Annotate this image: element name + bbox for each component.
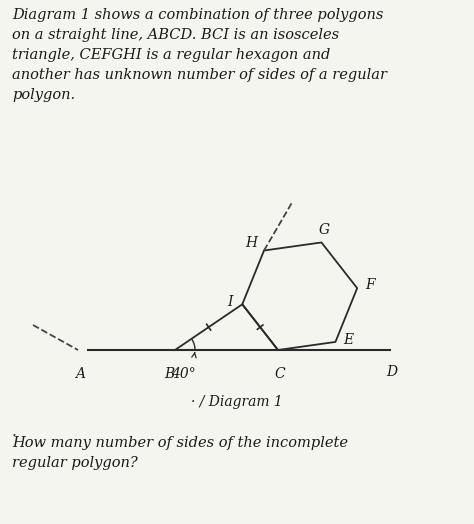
Text: Diagram 1 shows a combination of three polygons
on a straight line, ABCD. BCI is: Diagram 1 shows a combination of three p… — [12, 8, 387, 102]
Text: 40°: 40° — [171, 367, 195, 381]
Text: C: C — [275, 367, 285, 381]
Text: G: G — [319, 223, 330, 237]
Text: ·: · — [12, 429, 17, 443]
Text: How many number of sides of the incomplete
regular polygon?: How many number of sides of the incomple… — [12, 436, 348, 470]
Text: F: F — [365, 278, 375, 292]
Text: D: D — [386, 365, 398, 379]
Text: · / Diagram 1: · / Diagram 1 — [191, 395, 283, 409]
Text: H: H — [245, 235, 257, 249]
Text: I: I — [228, 296, 233, 309]
Text: E: E — [343, 333, 354, 347]
Text: B: B — [164, 367, 174, 381]
Text: A: A — [75, 367, 85, 381]
